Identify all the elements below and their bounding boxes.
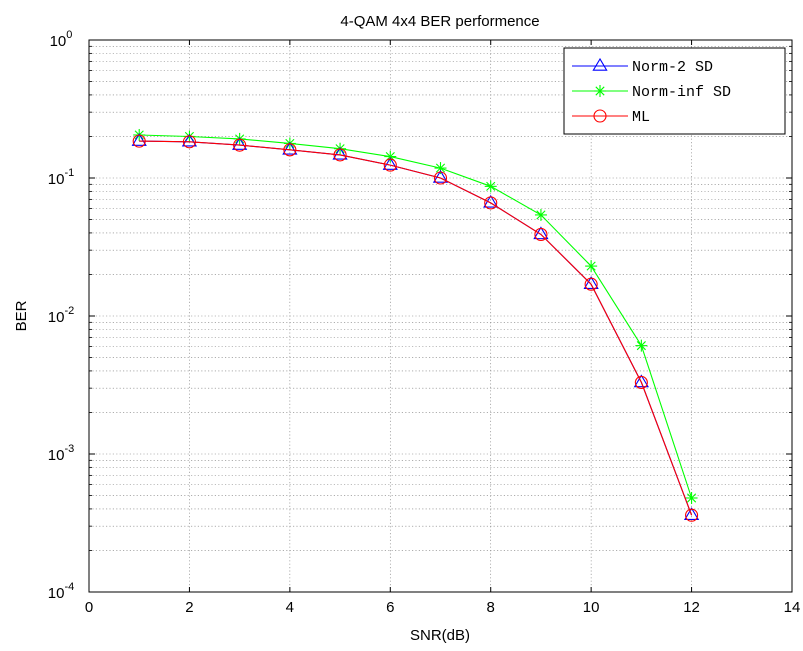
data-point xyxy=(332,146,348,160)
data-point xyxy=(282,141,298,155)
data-point xyxy=(533,226,549,240)
star-stroke xyxy=(486,181,496,191)
legend-marker xyxy=(593,109,607,123)
data-point xyxy=(233,138,247,152)
data-point xyxy=(382,157,398,170)
series-line xyxy=(139,140,693,516)
y-tick-label-exponent: -1 xyxy=(64,167,74,179)
data-point xyxy=(685,491,698,504)
x-tick-label: 14 xyxy=(784,599,801,616)
x-tick-label: 4 xyxy=(286,599,294,616)
y-tick-label: 10-2 xyxy=(48,305,74,326)
data-point xyxy=(484,180,497,193)
star-stroke xyxy=(435,163,446,173)
star-stroke xyxy=(595,86,605,96)
x-tick-label: 12 xyxy=(683,599,700,616)
legend-entry: Norm-2 SD xyxy=(572,57,713,76)
legend-label: Norm-inf SD xyxy=(632,84,731,101)
y-tick-label-exponent: -3 xyxy=(64,443,74,455)
y-tick-label-exponent: -4 xyxy=(64,581,74,593)
data-point xyxy=(484,196,498,210)
data-series xyxy=(131,128,700,522)
star-stroke xyxy=(636,341,646,351)
legend-label: ML xyxy=(632,109,650,126)
legend-label: Norm-2 SD xyxy=(632,59,713,76)
y-axis-label: BER xyxy=(13,300,30,331)
x-axis-label: SNR(dB) xyxy=(410,627,470,644)
x-tick-label: 6 xyxy=(386,599,394,616)
data-point xyxy=(683,507,700,520)
y-tick-label: 10-4 xyxy=(48,581,74,602)
star-stroke xyxy=(536,210,546,220)
y-tick-label-base: 10 xyxy=(48,171,65,188)
y-tick-label: 10-3 xyxy=(48,443,74,464)
x-tick-label: 8 xyxy=(487,599,495,616)
data-point xyxy=(433,171,448,185)
legend-marker xyxy=(592,57,608,71)
data-point xyxy=(283,143,297,157)
data-point xyxy=(583,276,599,289)
y-tick-label-base: 10 xyxy=(48,585,65,602)
y-tick-label-base: 10 xyxy=(48,309,65,326)
data-point xyxy=(534,227,548,241)
y-tick-label-exponent: -2 xyxy=(64,305,74,317)
data-point xyxy=(131,133,147,146)
data-point xyxy=(585,260,598,273)
legend-marker xyxy=(594,85,606,97)
data-point xyxy=(383,158,397,172)
legend: Norm-2 SD Norm-inf SD ML xyxy=(563,47,786,135)
y-tick-label-base: 10 xyxy=(50,33,67,50)
legend-entry: ML xyxy=(572,109,650,126)
y-tick-label-exponent: 0 xyxy=(66,29,72,41)
data-point xyxy=(181,133,198,147)
data-point xyxy=(534,208,547,221)
data-point xyxy=(333,148,347,162)
data-point xyxy=(635,339,648,352)
data-point xyxy=(183,130,196,143)
x-tick-label: 2 xyxy=(185,599,193,616)
data-point xyxy=(634,375,648,389)
star-stroke xyxy=(586,261,596,271)
star-stroke xyxy=(686,493,697,503)
data-point xyxy=(232,137,248,150)
y-tick-label: 10-1 xyxy=(48,167,74,188)
data-point xyxy=(182,135,196,149)
data-point xyxy=(132,134,146,148)
series-line xyxy=(139,134,693,499)
legend-entry: Norm-inf SD xyxy=(572,84,731,101)
chart-title: 4-QAM 4x4 BER performence xyxy=(340,13,539,30)
data-point xyxy=(633,374,649,388)
x-tick-label: 0 xyxy=(85,599,93,616)
y-tick-label-base: 10 xyxy=(48,447,65,464)
series-ml xyxy=(132,134,699,522)
x-tick-label: 10 xyxy=(583,599,600,616)
data-point xyxy=(685,508,699,522)
data-point xyxy=(584,277,598,291)
y-tick-label: 100 xyxy=(50,29,73,50)
